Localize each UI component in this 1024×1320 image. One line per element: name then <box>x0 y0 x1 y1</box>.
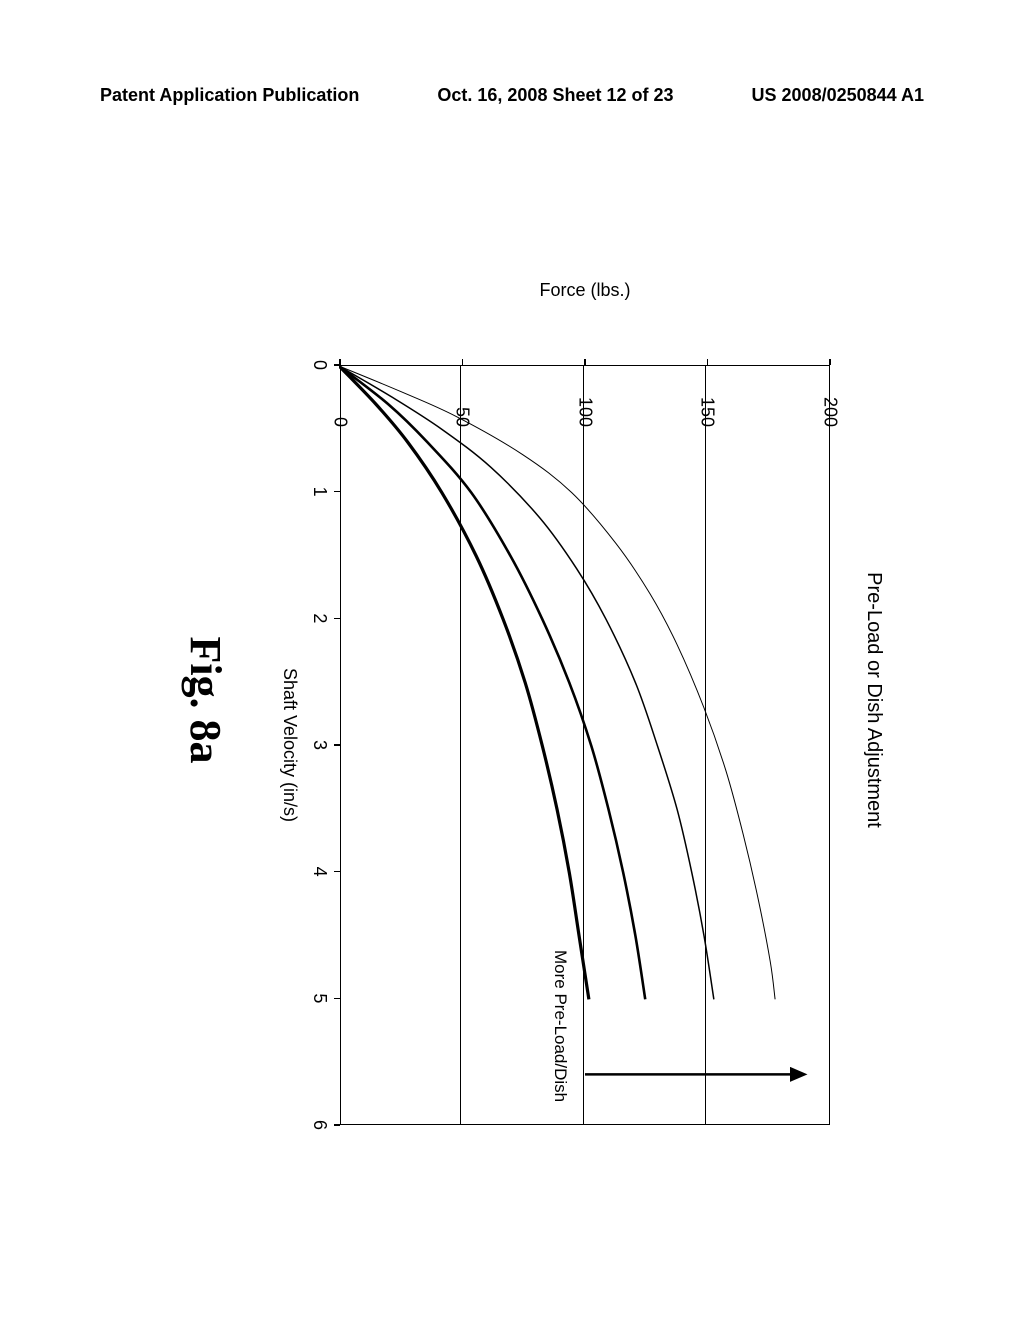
x-tick-mark <box>334 618 340 620</box>
y-tick-label: 0 <box>330 377 351 427</box>
y-tick-mark <box>707 359 709 365</box>
patent-header: Patent Application Publication Oct. 16, … <box>100 85 924 106</box>
x-tick-mark <box>334 744 340 746</box>
x-tick-label: 5 <box>309 978 330 1018</box>
x-tick-mark <box>334 491 340 493</box>
x-tick-label: 1 <box>309 472 330 512</box>
x-tick-mark <box>334 871 340 873</box>
y-tick-label: 100 <box>575 377 596 427</box>
figure-caption: Fig. 8a <box>180 165 231 1235</box>
x-tick-mark <box>334 364 340 366</box>
header-left: Patent Application Publication <box>100 85 359 106</box>
header-middle: Oct. 16, 2008 Sheet 12 of 23 <box>437 85 673 106</box>
y-tick-mark <box>584 359 586 365</box>
x-tick-mark <box>334 998 340 1000</box>
y-tick-mark <box>829 359 831 365</box>
y-tick-label: 50 <box>452 377 473 427</box>
y-tick-mark <box>462 359 464 365</box>
x-tick-label: 6 <box>309 1105 330 1145</box>
x-tick-label: 4 <box>309 852 330 892</box>
chart: Force (lbs.) Shaft Velocity (in/s) More … <box>300 305 830 1135</box>
x-tick-label: 0 <box>309 345 330 385</box>
page-content: Pre-Load or Dish Adjustment Force (lbs.)… <box>110 165 910 1235</box>
annotation-text: More Pre-Load/Dish <box>551 950 571 1102</box>
rotated-figure: Pre-Load or Dish Adjustment Force (lbs.)… <box>110 165 910 1235</box>
y-tick-label: 200 <box>820 377 841 427</box>
x-tick-mark <box>334 1124 340 1126</box>
y-tick-label: 150 <box>697 377 718 427</box>
x-tick-label: 2 <box>309 598 330 638</box>
chart-title: Pre-Load or Dish Adjustment <box>862 165 885 1235</box>
header-right: US 2008/0250844 A1 <box>752 85 924 106</box>
x-axis-label: Shaft Velocity (in/s) <box>279 365 300 1125</box>
y-axis-label: Force (lbs.) <box>539 280 630 301</box>
x-tick-label: 3 <box>309 725 330 765</box>
